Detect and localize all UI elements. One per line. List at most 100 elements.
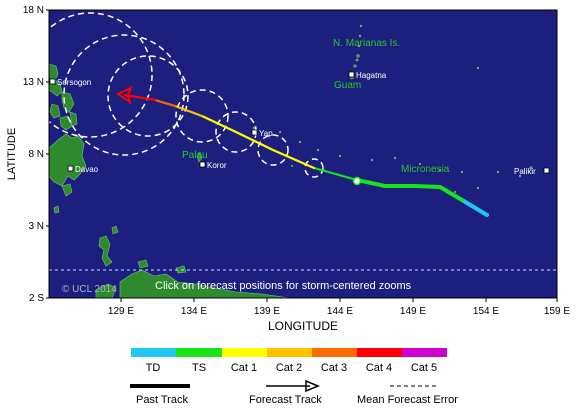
legend-label-td: TD — [146, 362, 161, 374]
past-track-label: Past Track — [136, 394, 188, 406]
current-storm-position[interactable] — [352, 176, 362, 186]
label-guam: Guam — [334, 80, 361, 91]
legend-label-ts: TS — [192, 362, 206, 374]
legend-swatch-cat1 — [222, 348, 267, 357]
land-atoll — [278, 130, 282, 134]
city-marker-hagatna[interactable] — [348, 71, 355, 78]
mean-error-label: Mean Forecast Error — [357, 394, 458, 406]
city-marker-davao[interactable] — [67, 165, 74, 172]
past-track-ts — [355, 178, 464, 202]
forecast-arrowhead — [115, 86, 133, 105]
land-new-guinea-west — [95, 283, 117, 298]
x-tick-label: 134 E — [181, 306, 207, 317]
legend-label-cat4: Cat 4 — [366, 362, 392, 374]
forecast-track-cat1 — [200, 114, 316, 170]
land-atoll — [438, 168, 442, 172]
forecast-arrow-sample — [305, 379, 320, 393]
land-atoll — [476, 66, 480, 70]
legend-swatch-td — [131, 348, 176, 357]
land-islet-1 — [53, 205, 60, 214]
error-circle-96h — [63, 34, 185, 156]
forecast-track-ts — [312, 166, 359, 182]
land-atoll — [418, 162, 422, 166]
x-axis: 129 E 134 E 139 E 144 E 149 E 154 E 159 … — [108, 298, 570, 317]
forecast-track — [123, 93, 359, 182]
land-visayas-1 — [49, 103, 61, 119]
legend-label-cat3: Cat 3 — [321, 362, 347, 374]
error-circle-120h — [49, 12, 153, 138]
y-tick-label: 18 N — [23, 5, 44, 16]
land-mindanao — [49, 133, 87, 187]
label-koror: Koror — [207, 161, 227, 170]
x-tick-label: 139 E — [254, 306, 280, 317]
x-tick-label: 129 E — [108, 306, 134, 317]
x-tick-label: 149 E — [400, 306, 426, 317]
legend-swatch-cat4 — [357, 348, 402, 357]
land-atoll — [316, 148, 320, 152]
legend-swatch-cat2 — [267, 348, 312, 357]
label-n-marianas: N. Marianas Is. — [333, 38, 400, 49]
land-rota — [353, 64, 357, 68]
city-marker-palikir[interactable] — [543, 167, 550, 174]
city-marker-sorsogon[interactable] — [49, 78, 56, 85]
forecast-track-label: Forecast Track — [249, 394, 322, 406]
land-agrihan — [359, 24, 363, 28]
land-atoll — [476, 186, 480, 190]
land-samar — [61, 91, 75, 113]
label-palikir: Palikir — [514, 167, 536, 176]
y-tick-label: 13 N — [23, 77, 44, 88]
legend-label-cat2: Cat 2 — [276, 362, 302, 374]
legend-swatch-cat5 — [402, 348, 447, 357]
land-atoll — [518, 174, 522, 178]
track-style-legend: Past Track Forecast Track Mean Forecast … — [130, 379, 458, 406]
label-davao: Davao — [75, 165, 99, 174]
error-circle-24h — [257, 134, 289, 166]
ocean-background — [49, 10, 557, 298]
land-saipan — [356, 54, 360, 58]
land-atoll — [453, 190, 457, 194]
forecast-track-cat4 — [123, 93, 157, 102]
land-leyte — [69, 111, 78, 127]
land-anatahan — [357, 44, 361, 48]
land-atoll — [298, 140, 302, 144]
land-atoll — [338, 154, 342, 158]
label-micronesia: Micronesia — [401, 164, 450, 175]
land-tinian — [355, 58, 359, 62]
error-circle-12h — [304, 158, 324, 178]
land-palau — [196, 151, 203, 163]
land-atoll — [290, 165, 293, 168]
x-tick-label: 159 E — [544, 306, 570, 317]
x-tick-label: 144 E — [327, 306, 353, 317]
error-circle-72h — [107, 55, 189, 137]
forecast-track-cat2 — [173, 104, 204, 118]
label-hagatna: Hagatna — [356, 71, 387, 80]
label-yap: Yap — [259, 129, 273, 138]
y-tick-label: 2 S — [29, 293, 44, 304]
land-atoll — [460, 170, 464, 174]
city-markers — [49, 71, 550, 174]
label-palau: Palau — [182, 150, 208, 161]
y-tick-label: 3 N — [28, 221, 44, 232]
forecast-error-circles — [49, 12, 324, 178]
label-sorsogon: Sorsogon — [57, 78, 91, 87]
land-atoll — [393, 156, 397, 160]
legend-label-cat5: Cat 5 — [411, 362, 437, 374]
land-halmahera — [98, 235, 113, 267]
legend-label-cat1: Cat 1 — [231, 362, 257, 374]
past-track — [355, 178, 489, 217]
zoom-hint-text: Click on forecast positions for storm-ce… — [155, 280, 412, 292]
land-masses — [49, 24, 533, 298]
legend-swatch-ts — [176, 348, 222, 357]
land-luzon — [49, 63, 63, 97]
land-mindanao-south — [61, 183, 73, 197]
x-axis-title: LONGITUDE — [268, 319, 338, 333]
y-tick-label: 8 N — [28, 149, 44, 160]
city-marker-yap[interactable] — [251, 129, 258, 136]
forecast-track-cat3 — [153, 98, 177, 108]
error-circle-48h — [175, 89, 229, 143]
city-marker-koror[interactable] — [199, 161, 206, 168]
land-atoll — [370, 158, 374, 162]
intensity-legend: TD TS Cat 1 Cat 2 Cat 3 Cat 4 Cat 5 — [131, 348, 447, 374]
land-atoll — [529, 166, 533, 170]
